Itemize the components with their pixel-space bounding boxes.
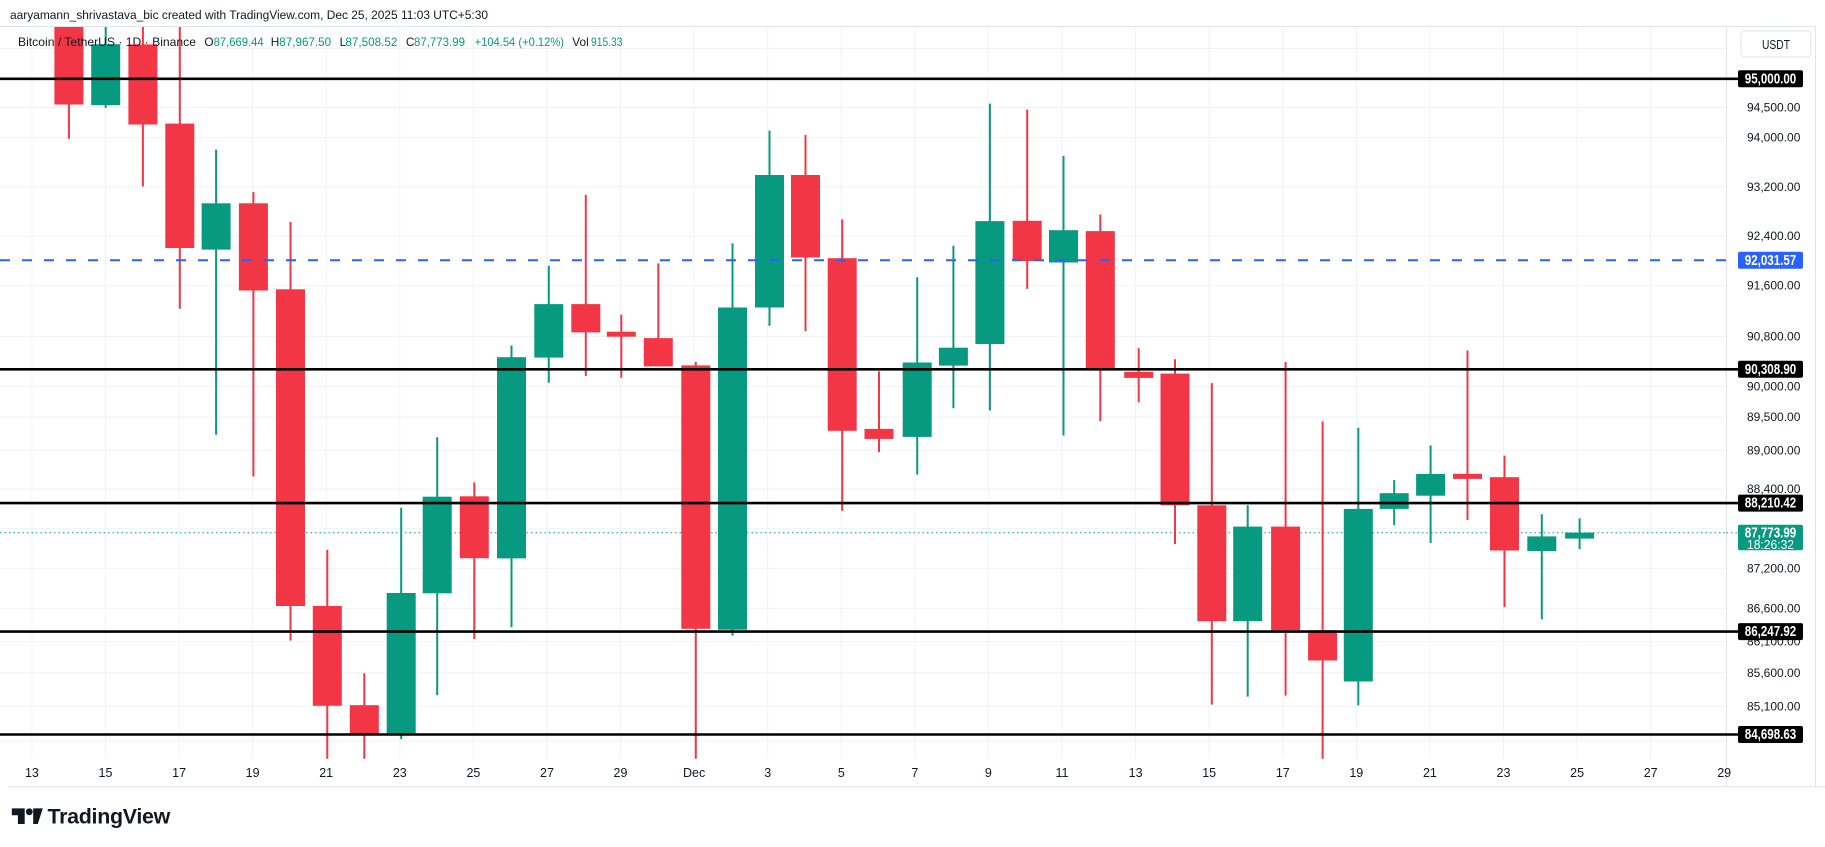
svg-text:86,600.00: 86,600.00 [1747,601,1801,615]
svg-text:93,200.00: 93,200.00 [1747,180,1801,194]
svg-text:19: 19 [246,766,260,780]
svg-text:9: 9 [985,766,992,780]
svg-text:Dec: Dec [683,766,705,780]
svg-text:Bitcoin / TetherUS · 1D · Bina: Bitcoin / TetherUS · 1D · Binance [18,35,196,49]
svg-text:88,400.00: 88,400.00 [1747,482,1801,496]
svg-text:13: 13 [25,766,39,780]
svg-text:87,669.44: 87,669.44 [214,35,264,49]
svg-text:95,000.00: 95,000.00 [1745,71,1797,87]
svg-text:915.33: 915.33 [591,35,623,49]
svg-text:3: 3 [764,766,771,780]
svg-text:USDT: USDT [1762,37,1790,52]
svg-text:15: 15 [1202,766,1216,780]
svg-text:18:26:32: 18:26:32 [1747,538,1794,552]
svg-text:17: 17 [1276,766,1290,780]
svg-text:87,508.52: 87,508.52 [345,35,397,49]
svg-text:27: 27 [1644,766,1658,780]
svg-text:27: 27 [540,766,554,780]
svg-text:O: O [204,35,213,49]
svg-text:89,500.00: 89,500.00 [1747,410,1801,424]
svg-text:87,200.00: 87,200.00 [1747,561,1801,575]
svg-text:11: 11 [1056,766,1069,780]
svg-text:21: 21 [1423,766,1437,780]
svg-text:29: 29 [614,766,628,780]
svg-text:85,600.00: 85,600.00 [1747,666,1801,680]
svg-text:92,031.57: 92,031.57 [1745,253,1797,269]
svg-text:90,800.00: 90,800.00 [1747,330,1801,344]
svg-text:94,000.00: 94,000.00 [1747,131,1801,145]
svg-text:87,773.99: 87,773.99 [1745,525,1797,541]
svg-text:88,210.42: 88,210.42 [1745,496,1797,512]
svg-text:17: 17 [172,766,186,780]
svg-text:89,000.00: 89,000.00 [1747,443,1801,457]
svg-text:90,308.90: 90,308.90 [1745,362,1797,378]
svg-text:aaryamann_shrivastava_bic crea: aaryamann_shrivastava_bic created with T… [10,8,488,22]
svg-text:L: L [340,35,347,49]
svg-text:92,400.00: 92,400.00 [1747,229,1801,243]
svg-text:Vol: Vol [572,35,588,49]
svg-text:15: 15 [99,766,113,780]
svg-text:19: 19 [1349,766,1363,780]
svg-text:84,698.63: 84,698.63 [1745,727,1797,743]
svg-text:21: 21 [319,766,333,780]
svg-text:+104.54 (+0.12%): +104.54 (+0.12%) [475,35,564,49]
svg-text:86,247.92: 86,247.92 [1745,624,1797,640]
svg-text:25: 25 [466,766,480,780]
svg-text:87,967.50: 87,967.50 [279,35,331,49]
svg-text:C: C [406,35,415,49]
svg-text:5: 5 [838,766,845,780]
svg-text:23: 23 [393,766,407,780]
svg-text:91,600.00: 91,600.00 [1747,278,1801,292]
svg-text:7: 7 [911,766,918,780]
svg-text:25: 25 [1570,766,1584,780]
svg-text:29: 29 [1717,766,1731,780]
svg-text:85,100.00: 85,100.00 [1747,699,1801,713]
svg-text:94,500.00: 94,500.00 [1747,101,1801,115]
svg-text:H: H [271,35,280,49]
svg-text:23: 23 [1497,766,1511,780]
svg-text:90,000.00: 90,000.00 [1747,379,1801,393]
svg-text:13: 13 [1129,766,1143,780]
svg-text:TradingView: TradingView [48,805,171,829]
svg-text:87,773.99: 87,773.99 [414,35,465,49]
